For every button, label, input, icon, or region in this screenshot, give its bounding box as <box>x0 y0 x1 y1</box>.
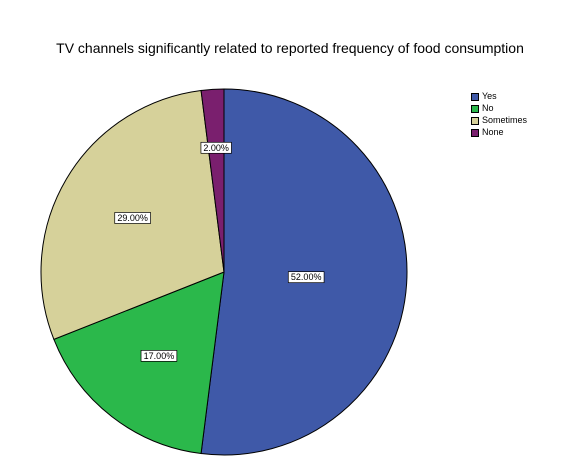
slice-label-box <box>200 141 232 154</box>
slice-label-text: 29.00% <box>117 213 148 223</box>
legend-label: None <box>482 127 504 137</box>
legend-swatch <box>471 104 479 113</box>
legend-label: No <box>482 103 494 113</box>
slice-label-text: 17.00% <box>144 351 175 361</box>
slice-data-label: 29.00% <box>114 212 151 224</box>
legend-item: Yes <box>471 91 527 102</box>
slice-label-text: 52.00% <box>291 272 322 282</box>
legend-swatch <box>471 92 479 101</box>
legend: Yes No Sometimes None <box>471 91 527 139</box>
legend-item: No <box>471 103 527 114</box>
slice-data-label: 2.00% <box>200 141 232 154</box>
slice-label-text: 2.00% <box>203 143 229 153</box>
legend-label: Yes <box>482 91 497 101</box>
legend-swatch <box>471 128 479 137</box>
pie-slice-none <box>200 88 225 273</box>
pie-slice-no <box>53 271 225 455</box>
legend-label: Sometimes <box>482 115 528 125</box>
slice-data-label: 52.00% <box>287 271 325 284</box>
chart-title: TV channels significantly related to rep… <box>56 40 524 56</box>
slice-data-label: 17.00% <box>140 350 178 362</box>
legend-item: None <box>471 127 527 138</box>
slice-label-box <box>287 271 325 284</box>
slice-label-box <box>114 212 151 224</box>
legend-item: Sometimes <box>471 115 527 126</box>
slice-label-box <box>140 350 178 362</box>
legend-swatch <box>471 116 479 125</box>
